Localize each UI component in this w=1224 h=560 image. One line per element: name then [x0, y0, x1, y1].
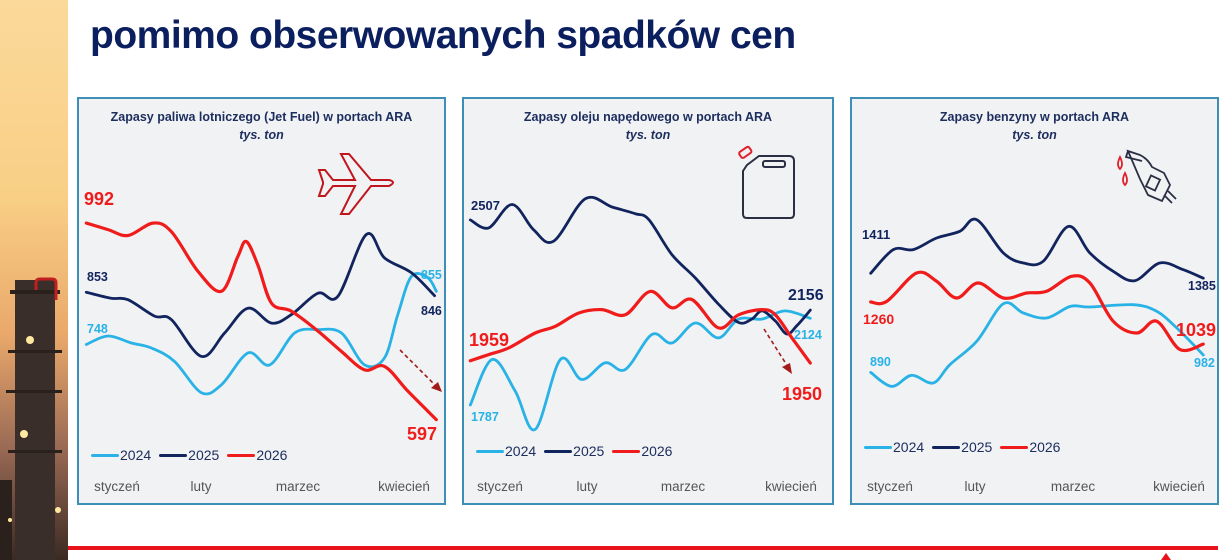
label-start-2025: 1411: [862, 227, 891, 242]
x-tick: luty: [190, 479, 212, 494]
legend-2025: 2025: [159, 447, 219, 463]
series-line-2026: [468, 289, 812, 365]
footer-divider: [68, 546, 1218, 550]
legend-2026: 2026: [227, 447, 287, 463]
label-end-2024: 855: [421, 268, 442, 282]
x-tick: kwiecień: [1153, 479, 1205, 494]
footer-marker: [1161, 553, 1171, 560]
legend-2025: 2025: [932, 439, 992, 455]
series-line-2025: [869, 217, 1205, 283]
diesel-chart-panel: Zapasy oleju napędowego w portach ARA ty…: [462, 97, 834, 505]
chart-subtitle: tys. ton: [239, 128, 284, 142]
x-tick: kwiecień: [378, 479, 430, 494]
series-line-2024: [84, 272, 438, 396]
legend-2024: 2024: [476, 443, 536, 459]
slide-title: pomimo obserwowanych spadków cen: [90, 14, 796, 57]
series-line-2024: [468, 309, 812, 432]
legend-2026: 2026: [612, 443, 672, 459]
chart-subtitle: tys. ton: [1012, 128, 1057, 142]
label-end-2025: 846: [421, 304, 442, 318]
series-line-2025: [84, 232, 436, 358]
refinery-photo: [0, 0, 68, 560]
legend-2024: 2024: [864, 439, 924, 455]
x-tick: marzec: [1050, 479, 1096, 494]
x-tick: marzec: [275, 479, 321, 494]
x-tick: luty: [576, 479, 598, 494]
jet-fuel-chart-plot: [84, 153, 442, 422]
label-start-2024: 890: [870, 355, 891, 369]
series-line-2026: [869, 270, 1205, 353]
chart-title: Zapasy oleju napędowego w portach ARA: [523, 110, 773, 124]
label-start-2024: 1787: [471, 410, 499, 424]
label-end-2025: 1385: [1188, 279, 1216, 293]
x-tick: styczeń: [477, 479, 523, 494]
gasoline-chart-plot: [869, 149, 1205, 388]
series-line-2025: [468, 195, 812, 336]
trend-down-arrow: [399, 349, 442, 392]
label-end-2024: 982: [1194, 356, 1215, 370]
label-start-2024: 748: [87, 322, 108, 336]
legend-2024: 2024: [91, 447, 151, 463]
jerrycan-icon: [738, 145, 795, 219]
label-start-2025: 2507: [471, 198, 500, 213]
gasoline-chart-panel: Zapasy benzyny w portach ARA tys. ton 14…: [850, 97, 1219, 505]
label-end-2024: 2124: [794, 328, 822, 342]
label-start-2026: 1260: [863, 311, 895, 327]
label-end-2026: 1950: [782, 384, 823, 404]
fuel-nozzle-icon: [1117, 149, 1177, 204]
label-start-2026: 1959: [469, 330, 510, 350]
chart-subtitle: tys. ton: [625, 128, 671, 142]
x-tick: marzec: [660, 479, 706, 494]
x-tick: kwiecień: [765, 479, 817, 494]
chart-legend: 2024 2025 2026: [91, 447, 287, 463]
chart-title: Zapasy paliwa lotniczego (Jet Fuel) w po…: [110, 110, 413, 124]
x-tick: styczeń: [94, 479, 140, 494]
label-start-2026: 992: [84, 189, 115, 209]
label-end-2026: 597: [407, 424, 438, 444]
series-line-2024: [869, 301, 1205, 388]
chart-legend: 2024 2025 2026: [476, 443, 672, 459]
series-line-2026: [84, 221, 438, 422]
legend-2025: 2025: [544, 443, 604, 459]
jet-fuel-chart-panel: Zapasy paliwa lotniczego (Jet Fuel) w po…: [77, 97, 446, 505]
airplane-icon: [317, 153, 394, 215]
label-start-2025: 853: [87, 270, 108, 284]
x-tick: styczeń: [867, 479, 913, 494]
label-end-2025: 2156: [788, 287, 824, 304]
diesel-chart-plot: [468, 145, 812, 432]
x-tick: luty: [964, 479, 986, 494]
trend-down-arrow: [763, 328, 792, 374]
chart-title: Zapasy benzyny w portach ARA: [939, 110, 1130, 124]
chart-legend: 2024 2025 2026: [864, 439, 1060, 455]
label-end-2026: 1039: [1176, 320, 1217, 340]
legend-2026: 2026: [1000, 439, 1060, 455]
